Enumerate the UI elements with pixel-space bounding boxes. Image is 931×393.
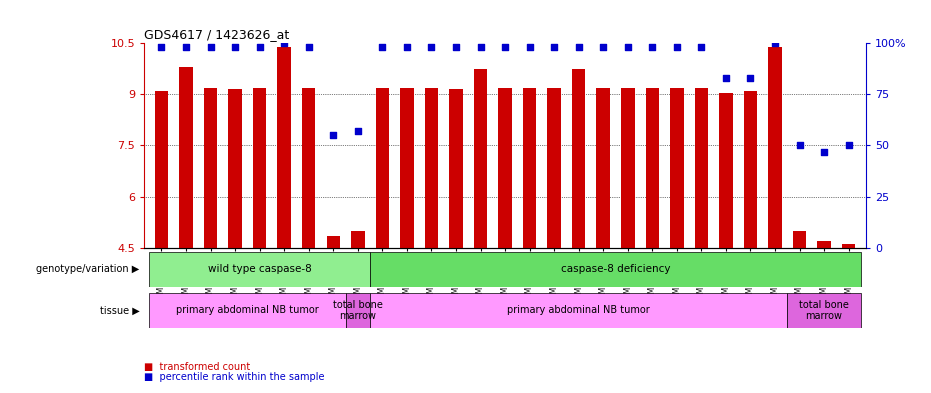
Point [497,44,512,50]
Text: total bone
marrow: total bone marrow [333,300,383,321]
Text: tissue ▶: tissue ▶ [100,305,140,316]
Text: primary abdominal NB tumor: primary abdominal NB tumor [176,305,318,316]
Text: wild type caspase-8: wild type caspase-8 [208,264,312,274]
Point [842,142,857,149]
Bar [302,88,316,248]
Point [596,44,611,50]
Point [743,75,758,81]
Point [350,128,365,134]
Text: total bone
marrow: total bone marrow [799,300,849,321]
Bar [695,88,708,248]
Point [326,132,341,138]
Point [792,142,807,149]
Point [694,44,708,50]
Point [302,44,317,50]
Point [645,44,660,50]
Point [424,44,439,50]
Bar [425,88,439,248]
Text: genotype/variation ▶: genotype/variation ▶ [36,264,140,274]
Bar [149,252,371,287]
Bar [474,69,487,248]
Point [154,44,169,50]
Point [546,44,561,50]
Bar [180,67,193,248]
Bar [228,89,242,248]
Bar [155,91,169,248]
Bar [277,47,291,248]
Bar [621,88,635,248]
Bar [645,88,659,248]
Bar [597,88,610,248]
Bar [498,88,512,248]
Bar [345,293,371,328]
Point [473,44,488,50]
Point [522,44,537,50]
Point [620,44,635,50]
Bar [375,88,389,248]
Point [767,40,782,46]
Text: ■  percentile rank within the sample: ■ percentile rank within the sample [144,372,325,382]
Point [252,44,267,50]
Bar [400,88,413,248]
Point [572,44,587,50]
Bar [450,89,463,248]
Text: ■  transformed count: ■ transformed count [144,362,250,373]
Bar [793,231,806,248]
Bar [572,69,586,248]
Bar [149,293,345,328]
Bar [371,252,861,287]
Point [228,44,243,50]
Bar [817,241,830,248]
Bar [371,293,788,328]
Bar [768,47,782,248]
Point [203,44,218,50]
Point [375,44,390,50]
Bar [744,91,757,248]
Point [719,75,734,81]
Bar [670,88,683,248]
Bar [204,88,217,248]
Bar [253,88,266,248]
Text: GDS4617 / 1423626_at: GDS4617 / 1423626_at [144,28,290,40]
Text: primary abdominal NB tumor: primary abdominal NB tumor [507,305,650,316]
Point [399,44,414,50]
Bar [327,236,340,248]
Bar [788,293,861,328]
Point [816,149,831,155]
Bar [842,244,856,248]
Point [277,40,291,46]
Text: caspase-8 deficiency: caspase-8 deficiency [560,264,670,274]
Bar [719,93,733,248]
Bar [547,88,560,248]
Point [449,44,464,50]
Bar [351,231,365,248]
Point [669,44,684,50]
Bar [523,88,536,248]
Point [179,44,194,50]
